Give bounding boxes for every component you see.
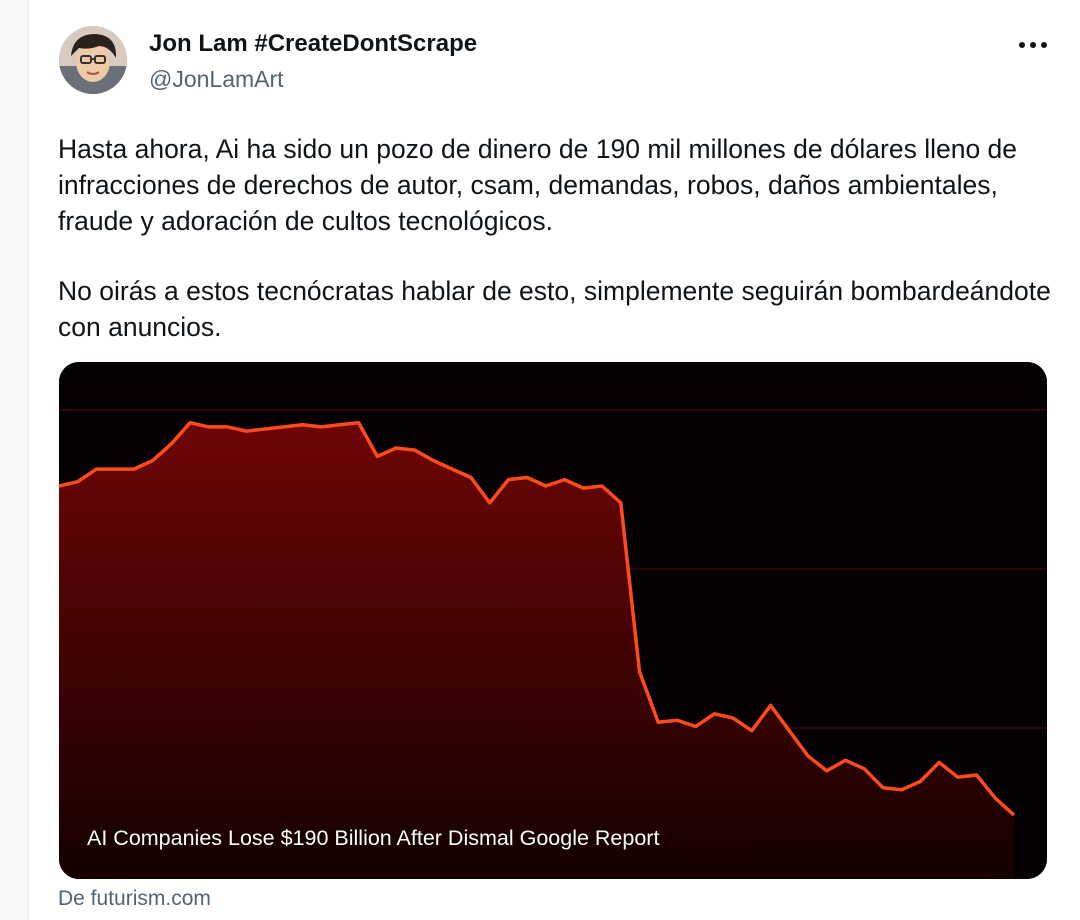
tweet-card[interactable]: Jon Lam #CreateDontScrape @JonLamArt Has… bbox=[29, 0, 1080, 920]
chart-area-fill bbox=[59, 422, 1014, 879]
chart-series-line bbox=[59, 420, 1016, 817]
page-edge bbox=[0, 0, 29, 920]
more-options-button[interactable] bbox=[1013, 30, 1053, 60]
tweet-text: Hasta ahora, Ai ha sido un pozo de diner… bbox=[58, 131, 1068, 345]
display-name[interactable]: Jon Lam #CreateDontScrape bbox=[149, 30, 478, 57]
card-title: AI Companies Lose $190 Billion After Dis… bbox=[87, 826, 660, 850]
avatar-illustration-icon bbox=[59, 26, 127, 94]
tweet-paragraph: No oirás a estos tecnócratas hablar de e… bbox=[58, 276, 1051, 342]
stock-chart bbox=[59, 362, 1047, 879]
tweet-paragraph: Hasta ahora, Ai ha sido un pozo de diner… bbox=[58, 134, 1018, 236]
source-link[interactable]: De futurism.com bbox=[58, 887, 211, 910]
avatar[interactable] bbox=[59, 26, 127, 94]
link-preview-card[interactable]: AI Companies Lose $190 Billion After Dis… bbox=[59, 362, 1047, 879]
user-handle[interactable]: @JonLamArt bbox=[149, 66, 284, 92]
more-dots-icon bbox=[1019, 42, 1047, 48]
